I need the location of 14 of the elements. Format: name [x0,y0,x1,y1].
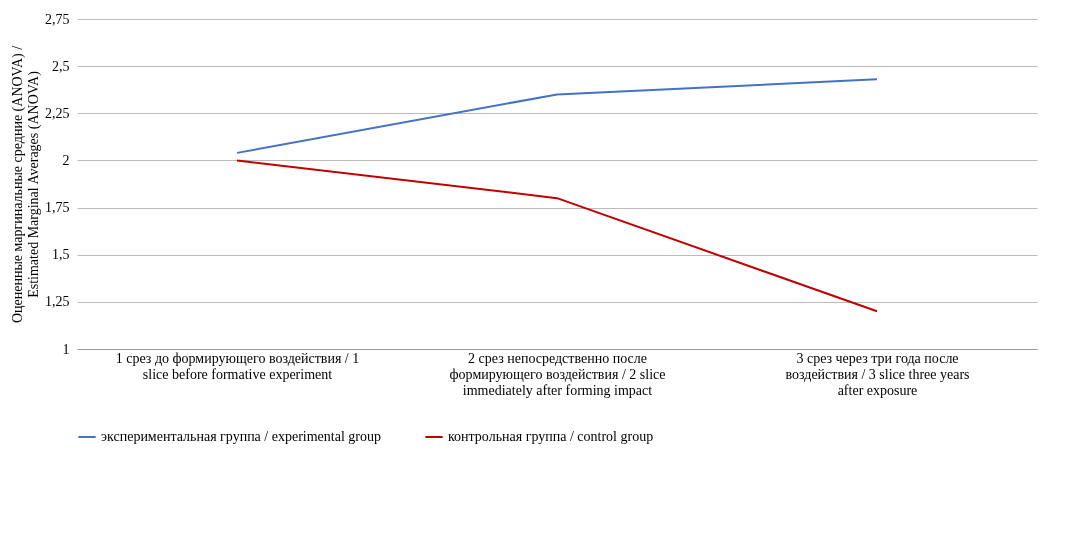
y-tick-label: 2,75 [45,11,70,27]
y-tick-label: 1,75 [45,200,70,216]
x-tick-label: 1 срез до формирующего воздействия / 1 slice before formative experiment [115,350,360,382]
y-tick-label: 1 [62,341,70,357]
legend-label: экспериментальная группа / experimental group [101,429,381,444]
y-tick-label: 2 [62,152,70,168]
y-axis-title: Оцененные маргинальные средние (ANOVA) / Estimated Marginal Averages (ANOVA) [10,45,42,324]
y-tick-label: 2,25 [45,105,70,121]
legend-label: контрольная группа / control group [448,429,654,444]
y-tick-label: 2,5 [52,58,70,74]
x-tick-label: 2 срез непосредственно после формирующего воздействия / 2 slice immediately after forming impact [449,350,666,398]
y-tick-label: 1,5 [52,247,70,263]
x-tick-label: 3 срез через три года после воздействия / 3 slice three years after exposure [785,350,970,398]
y-tick-label: 1,25 [45,294,70,310]
